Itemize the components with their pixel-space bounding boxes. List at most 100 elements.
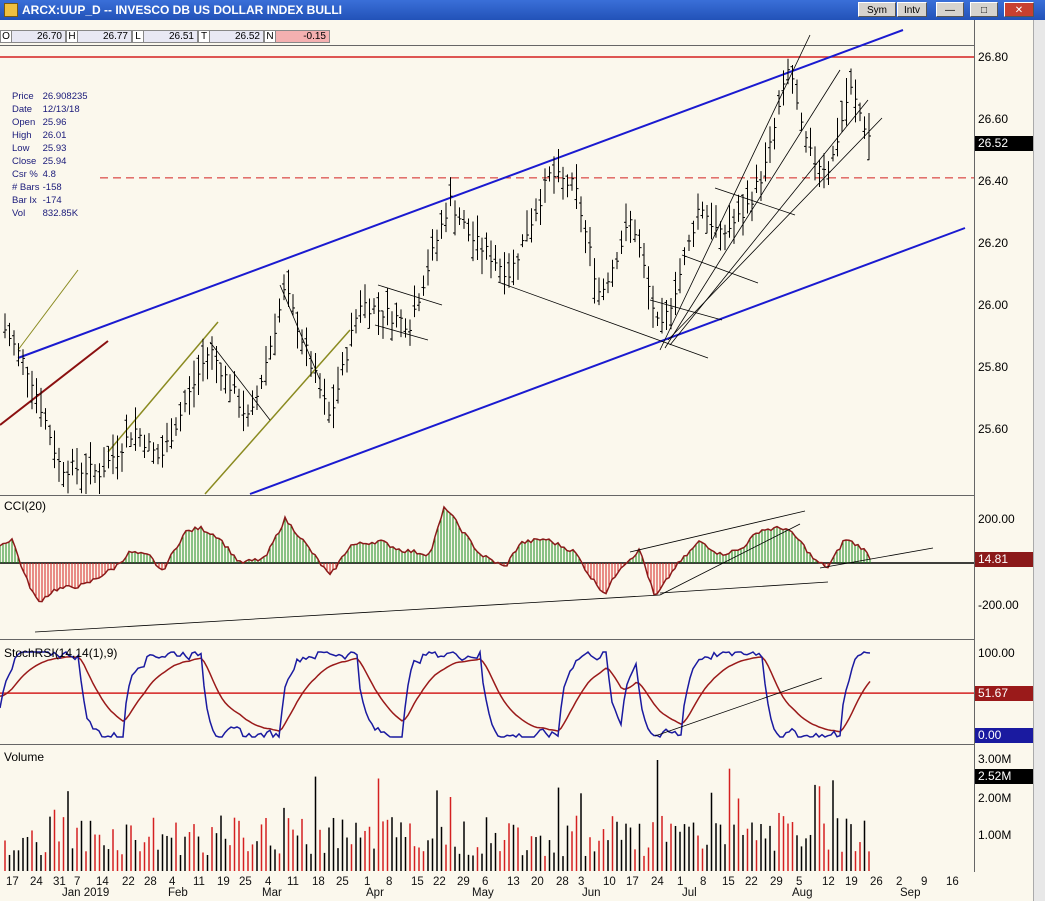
cci-tick: -200.00 <box>978 598 1019 612</box>
month-label: Apr <box>366 887 384 899</box>
volume-tick: 2.00M <box>978 791 1012 805</box>
stochrsi-tick: 100.00 <box>978 646 1015 660</box>
month-label: Sep <box>900 887 921 899</box>
date-tick-label: 2 <box>896 876 903 888</box>
high-label: H <box>66 30 78 43</box>
date-tick-label: 8 <box>386 876 393 888</box>
info-bars: -158 <box>42 182 62 193</box>
date-tick-label: 22 <box>433 876 446 888</box>
info-high-key: High <box>12 130 32 141</box>
intv-button[interactable]: Intv <box>897 2 927 17</box>
price-tick: 26.40 <box>978 174 1009 188</box>
date-tick-label: 12 <box>822 876 835 888</box>
info-date-key: Date <box>12 104 33 115</box>
info-bars-key: # Bars <box>12 182 40 193</box>
date-tick-label: 3 <box>578 876 585 888</box>
cci-pane[interactable] <box>0 495 974 639</box>
vertical-scrollbar[interactable] <box>1033 20 1045 901</box>
date-tick-label: 31 <box>53 876 66 888</box>
date-tick-label: 18 <box>312 876 325 888</box>
date-tick-label: 4 <box>169 876 176 888</box>
close-label: T <box>198 30 210 43</box>
date-tick-label: 15 <box>722 876 735 888</box>
info-price-key: Price <box>12 91 34 102</box>
cursor-info-panel: Price 26.908235 Date 12/13/18 Open 25.96… <box>12 90 88 220</box>
annotation-trend-line <box>279 284 321 381</box>
info-date: 12/13/18 <box>42 104 80 115</box>
info-open-key: Open <box>12 117 36 128</box>
volume-label: Volume <box>4 750 45 764</box>
annotation-trend-line <box>714 187 796 216</box>
price-pane[interactable] <box>0 45 974 495</box>
close-icon: ✕ <box>1014 5 1024 16</box>
annotation-trend-line <box>649 299 723 321</box>
date-tick-label: 6 <box>482 876 489 888</box>
cci-trend-line <box>659 581 829 594</box>
price-tick: 26.20 <box>978 236 1009 250</box>
low-label: L <box>132 30 144 43</box>
date-tick-label: 19 <box>845 876 858 888</box>
annotation-trend-line <box>681 254 759 284</box>
info-barix-key: Bar Ix <box>12 195 37 206</box>
annotation-trend-line <box>659 34 811 351</box>
month-label: May <box>472 887 494 899</box>
value-axis <box>974 20 1045 872</box>
annotation-trend-line <box>209 341 271 421</box>
cci-trend-line <box>819 547 934 569</box>
date-tick-label: 4 <box>265 876 272 888</box>
info-close-key: Close <box>12 156 37 167</box>
minimize-button[interactable]: — <box>936 2 964 17</box>
info-low: 25.93 <box>42 143 67 154</box>
info-csr: 4.8 <box>42 169 56 180</box>
stochrsi-last-label: 0.00 <box>975 728 1041 743</box>
channel-upper-line <box>17 29 904 359</box>
date-tick-label: 19 <box>217 876 230 888</box>
date-tick-label: 17 <box>6 876 19 888</box>
price-tick: 25.80 <box>978 360 1009 374</box>
month-label: Aug <box>792 887 813 899</box>
window-title: ARCX:UUP_D -- INVESCO DB US DOLLAR INDEX… <box>22 3 343 17</box>
month-label: Mar <box>262 887 282 899</box>
channel-lower-line <box>249 227 966 495</box>
maximize-button[interactable]: □ <box>970 2 998 17</box>
info-barix: -174 <box>42 195 62 206</box>
date-tick-label: 1 <box>364 876 371 888</box>
date-tick-label: 28 <box>556 876 569 888</box>
sym-button[interactable]: Sym <box>858 2 896 17</box>
month-label: Jun <box>582 887 601 899</box>
window-titlebar: ARCX:UUP_D -- INVESCO DB US DOLLAR INDEX… <box>0 0 1045 20</box>
cci-trend-line <box>34 594 661 633</box>
date-tick-label: 5 <box>796 876 803 888</box>
stochrsi-label: StochRSI(14,14(1),9) <box>4 646 118 660</box>
cci-trend-line <box>659 523 801 596</box>
cci-last-label: 14.81 <box>975 552 1041 567</box>
info-csr-key: Csr % <box>12 169 38 180</box>
info-low-key: Low <box>12 143 30 154</box>
stochrsi-pane[interactable] <box>0 639 974 744</box>
close-button[interactable]: ✕ <box>1004 2 1034 17</box>
cci-line <box>0 505 871 603</box>
volume-pane[interactable] <box>0 744 974 873</box>
info-open: 25.96 <box>42 117 67 128</box>
trend-line-olive <box>204 329 351 495</box>
date-tick-label: 17 <box>626 876 639 888</box>
net-value: -0.15 <box>276 30 330 43</box>
info-vol: 832.85K <box>42 208 79 219</box>
date-tick-label: 25 <box>336 876 349 888</box>
info-high: 26.01 <box>42 130 67 141</box>
date-tick-label: 29 <box>457 876 470 888</box>
date-tick-label: 9 <box>921 876 928 888</box>
date-tick-label: 7 <box>74 876 81 888</box>
cci-label: CCI(20) <box>4 499 47 513</box>
date-tick-label: 8 <box>700 876 707 888</box>
volume-tick: 1.00M <box>978 828 1012 842</box>
ohlc-readout: O 26.70 H 26.77 L 26.51 T 26.52 N -0.15 <box>0 30 330 43</box>
net-label: N <box>264 30 276 43</box>
trend-line-dark-red <box>0 340 109 426</box>
app-icon <box>4 3 18 17</box>
minimize-icon: — <box>945 5 955 16</box>
price-tick: 26.80 <box>978 50 1009 64</box>
date-tick-label: 11 <box>193 876 205 888</box>
date-tick-label: 16 <box>946 876 959 888</box>
